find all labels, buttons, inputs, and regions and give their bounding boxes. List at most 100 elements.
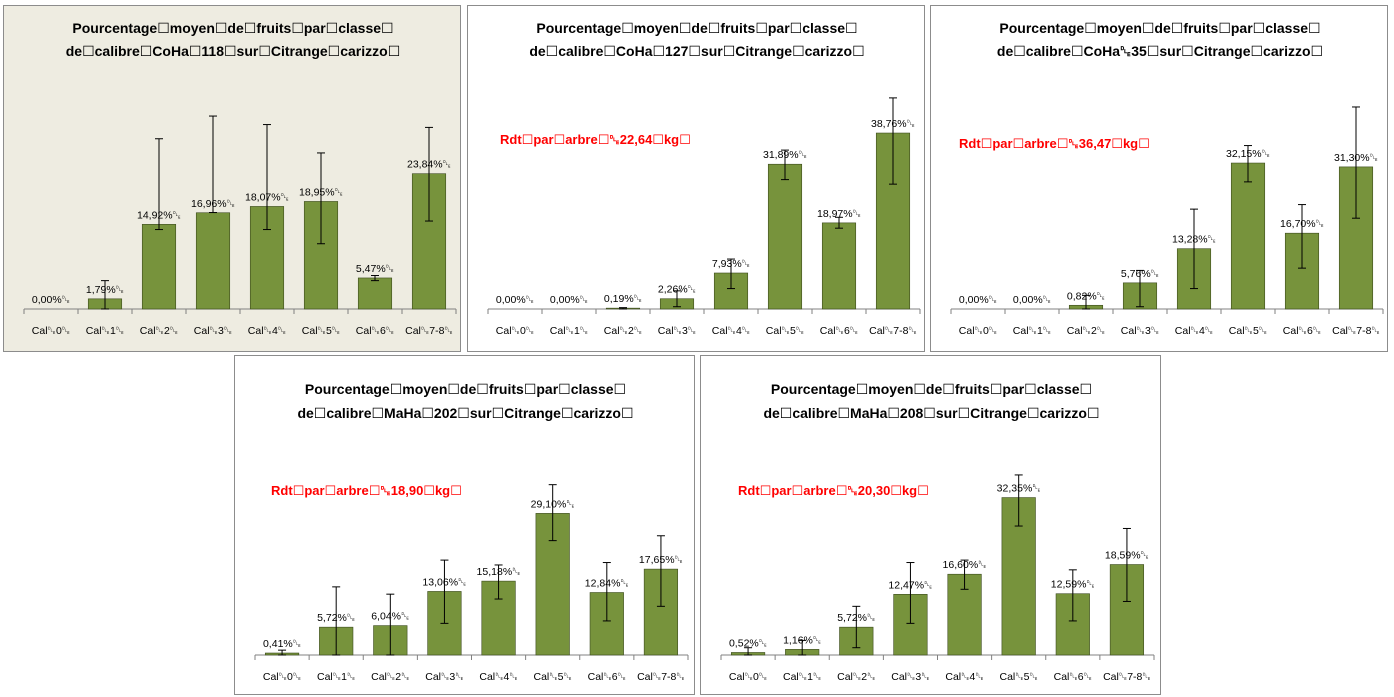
data-label: 12,84%␐	[585, 578, 629, 590]
x-tick-label: Cal␐5␐	[1229, 325, 1267, 337]
x-tick-label: Cal␐2␐	[1067, 325, 1105, 337]
data-label: 5,76%␐	[1121, 268, 1159, 280]
data-label: 0,00%␐	[32, 294, 70, 306]
yield-annotation: Rdt☐par☐arbre☐␐36,47☐kg☐	[959, 136, 1150, 151]
chart-title-line: de☐calibre☐MaHa☐202☐sur☐Citrange☐carizzo…	[297, 405, 633, 421]
chart-svg: Pourcentage☐moyen☐de☐fruits☐par☐classe☐ d…	[23, 20, 457, 337]
chart-svg: Pourcentage☐moyen☐de☐fruits☐par☐classe☐ d…	[254, 381, 689, 683]
x-tick-label: Cal␐7-8␐	[869, 325, 917, 337]
data-label: 0,00%␐	[1013, 294, 1051, 306]
chart-panel-coha-127: Pourcentage☐moyen☐de☐fruits☐par☐classe☐ d…	[467, 5, 925, 352]
bar	[1230, 162, 1266, 310]
x-tick-label: Cal␐5␐	[766, 325, 804, 337]
chart-title-line: de☐calibre☐MaHa☐208☐sur☐Citrange☐carizzo…	[763, 405, 1099, 421]
chart-title-line: de☐calibre☐CoHa␐35☐sur☐Citrange☐carizzo☐	[997, 43, 1323, 59]
data-label: 16,96%␐	[191, 198, 235, 210]
data-label: 29,10%␐	[531, 498, 575, 510]
x-tick-label: Cal␐2␐	[604, 325, 642, 337]
data-label: 23,84%␐	[407, 159, 451, 171]
chart-svg: Pourcentage☐moyen☐de☐fruits☐par☐classe☐ d…	[950, 20, 1384, 337]
chart-title-line: Pourcentage☐moyen☐de☐fruits☐par☐classe☐	[536, 20, 857, 36]
x-tick-label: Cal␐5␐	[533, 671, 571, 683]
x-tick-label: Cal␐2␐	[371, 671, 409, 683]
x-tick-label: Cal␐4␐	[712, 325, 750, 337]
x-tick-label: Cal␐3␐	[194, 325, 232, 337]
data-label: 5,47%␐	[356, 263, 394, 275]
x-tick-label: Cal␐7-8␐	[637, 671, 685, 683]
x-tick-label: Cal␐3␐	[658, 325, 696, 337]
chart-panel-coha-35: Pourcentage☐moyen☐de☐fruits☐par☐classe☐ d…	[930, 5, 1388, 352]
chart-svg: Pourcentage☐moyen☐de☐fruits☐par☐classe☐ d…	[720, 381, 1155, 683]
data-label: 32,35%␐	[997, 483, 1041, 495]
x-tick-label: Cal␐3␐	[891, 671, 929, 683]
x-tick-label: Cal␐6␐	[1283, 325, 1321, 337]
bar	[767, 163, 803, 310]
x-tick-label: Cal␐4␐	[479, 671, 517, 683]
data-label: 1,16%␐	[783, 634, 821, 646]
x-tick-label: Cal␐1␐	[1013, 325, 1051, 337]
x-tick-label: Cal␐6␐	[820, 325, 858, 337]
chart-panel-maha-208: Pourcentage☐moyen☐de☐fruits☐par☐classe☐ d…	[700, 355, 1161, 695]
data-label: 38,76%␐	[871, 118, 915, 130]
data-label: 31,30%␐	[1334, 152, 1378, 164]
data-label: 16,60%␐	[943, 559, 987, 571]
data-label: 12,59%␐	[1051, 579, 1095, 591]
x-tick-label: Cal␐4␐	[945, 671, 983, 683]
data-label: 0,82%␐	[1067, 290, 1105, 302]
data-label: 0,00%␐	[550, 294, 588, 306]
x-tick-label: Cal␐6␐	[1054, 671, 1092, 683]
data-label: 0,19%␐	[604, 293, 642, 305]
x-tick-label: Cal␐4␐	[248, 325, 286, 337]
data-label: 5,72%␐	[837, 612, 875, 624]
data-label: 18,59%␐	[1105, 550, 1149, 562]
data-label: 0,00%␐	[959, 294, 997, 306]
data-label: 13,28%␐	[1172, 234, 1216, 246]
data-label: 15,18%␐	[477, 566, 521, 578]
data-label: 18,07%␐	[245, 191, 289, 203]
data-label: 18,95%␐	[299, 186, 343, 198]
x-tick-label: Cal␐0␐	[263, 671, 301, 683]
data-label: 0,00%␐	[496, 294, 534, 306]
data-label: 7,93%␐	[712, 258, 750, 270]
x-tick-label: Cal␐1␐	[783, 671, 821, 683]
chart-panel-coha-118: Pourcentage☐moyen☐de☐fruits☐par☐classe☐ d…	[3, 5, 461, 352]
chart-title-line: Pourcentage☐moyen☐de☐fruits☐par☐classe☐	[771, 381, 1092, 397]
x-tick-label: Cal␐6␐	[588, 671, 626, 683]
bar	[195, 212, 231, 310]
data-label: 31,89%␐	[763, 149, 807, 161]
x-tick-label: Cal␐1␐	[550, 325, 588, 337]
x-tick-label: Cal␐7-8␐	[1332, 325, 1380, 337]
x-tick-label: Cal␐3␐	[1121, 325, 1159, 337]
data-label: 17,65%␐	[639, 554, 683, 566]
x-tick-label: Cal␐6␐	[356, 325, 394, 337]
chart-title-line: de☐calibre☐CoHa☐127☐sur☐Citrange☐carizzo…	[529, 43, 864, 59]
data-label: 32,15%␐	[1226, 148, 1270, 160]
x-tick-label: Cal␐0␐	[729, 671, 767, 683]
x-tick-label: Cal␐1␐	[86, 325, 124, 337]
bar	[357, 277, 393, 310]
x-tick-label: Cal␐0␐	[32, 325, 70, 337]
x-tick-label: Cal␐4␐	[1175, 325, 1213, 337]
data-label: 13,06%␐	[422, 576, 466, 588]
chart-title-line: Pourcentage☐moyen☐de☐fruits☐par☐classe☐	[999, 20, 1320, 36]
chart-title-line: Pourcentage☐moyen☐de☐fruits☐par☐classe☐	[305, 381, 626, 397]
bar	[141, 224, 177, 310]
x-tick-label: Cal␐5␐	[999, 671, 1037, 683]
chart-title-line: de☐calibre☐CoHa☐118☐sur☐Citrange☐carizzo…	[66, 43, 401, 59]
chart-title-line: Pourcentage☐moyen☐de☐fruits☐par☐classe☐	[72, 20, 393, 36]
data-label: 0,52%␐	[729, 637, 767, 649]
x-tick-label: Cal␐0␐	[496, 325, 534, 337]
data-label: 6,04%␐	[371, 611, 409, 623]
data-label: 1,79%␐	[86, 284, 124, 296]
bar	[821, 222, 857, 310]
yield-annotation: Rdt☐par☐arbre☐␐22,64☐kg☐	[500, 132, 691, 147]
data-label: 5,72%␐	[317, 612, 355, 624]
x-tick-label: Cal␐2␐	[140, 325, 178, 337]
x-tick-label: Cal␐3␐	[425, 671, 463, 683]
chart-panel-maha-202: Pourcentage☐moyen☐de☐fruits☐par☐classe☐ d…	[234, 355, 695, 695]
x-tick-label: Cal␐7-8␐	[1103, 671, 1151, 683]
x-tick-label: Cal␐0␐	[959, 325, 997, 337]
x-tick-label: Cal␐7-8␐	[405, 325, 453, 337]
data-label: 14,92%␐	[137, 209, 181, 221]
chart-svg: Pourcentage☐moyen☐de☐fruits☐par☐classe☐ d…	[487, 20, 921, 337]
